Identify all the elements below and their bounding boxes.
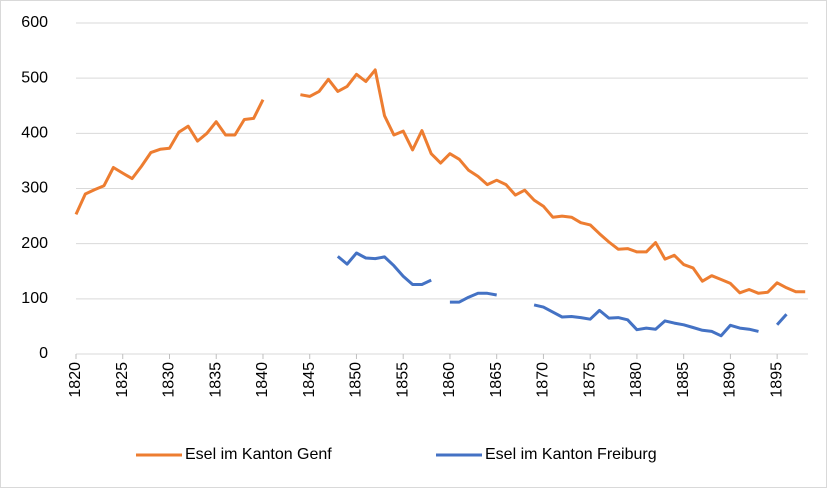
x-tick-label: 1855 — [394, 362, 411, 398]
series-line — [336, 251, 432, 286]
legend-label: Esel im Kanton Genf — [185, 446, 332, 463]
x-tick-label: 1830 — [161, 362, 178, 398]
x-tick-label: 1870 — [535, 362, 552, 398]
y-tick-label: 600 — [21, 14, 48, 31]
x-tick-label: 1875 — [581, 362, 598, 398]
x-tick-label: 1845 — [301, 362, 318, 398]
y-tick-label: 200 — [21, 235, 48, 252]
y-tick-label: 300 — [21, 180, 48, 197]
series-line — [449, 291, 497, 304]
series-line — [775, 313, 788, 326]
x-tick-label: 1825 — [114, 362, 131, 398]
y-tick-label: 400 — [21, 125, 48, 142]
y-tick-label: 100 — [21, 290, 48, 307]
x-tick-label: 1885 — [675, 362, 692, 398]
x-tick-label: 1850 — [348, 362, 365, 398]
x-tick-label: 1865 — [488, 362, 505, 398]
x-tick-label: 1880 — [628, 362, 645, 398]
x-tick-label: 1820 — [67, 362, 84, 398]
series-line — [74, 99, 265, 216]
x-tick-label: 1895 — [768, 362, 785, 398]
series-line — [300, 68, 806, 295]
x-tick-label: 1840 — [254, 362, 271, 398]
y-tick-label: 500 — [21, 69, 48, 86]
x-tick-label: 1890 — [722, 362, 739, 398]
x-tick-label: 1860 — [441, 362, 458, 398]
series-line — [533, 303, 759, 338]
x-tick-label: 1835 — [207, 362, 224, 398]
y-tick-label: 0 — [39, 345, 48, 362]
legend-label: Esel im Kanton Freiburg — [485, 446, 657, 463]
